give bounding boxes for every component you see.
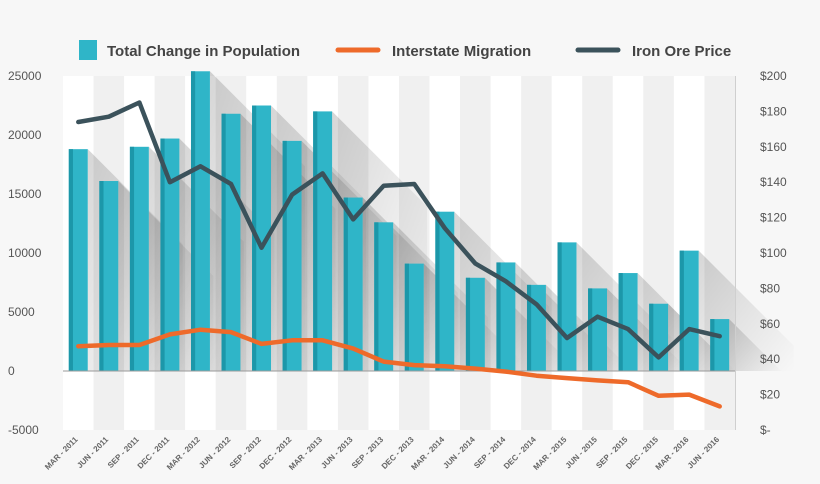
bar-population-edge	[710, 319, 715, 371]
iron-ore-price-line	[76, 100, 722, 360]
x-tick-label: MAR - 2014	[409, 435, 446, 472]
bar-population-edge	[435, 211, 440, 371]
bar-population-edge	[679, 250, 684, 371]
y-right-tick-label: $140	[760, 175, 787, 189]
bar-population	[588, 288, 608, 371]
x-tick-label: JUN - 2015	[564, 435, 600, 471]
bar-population	[465, 277, 485, 371]
bar-shadow	[729, 319, 784, 374]
bar-population	[129, 146, 149, 371]
interstate-migration-line	[76, 327, 722, 409]
bar-population-edge	[588, 288, 593, 371]
bar-population	[496, 262, 516, 371]
y-left-tick-label: -5000	[8, 423, 39, 437]
legend-swatch-population	[79, 40, 97, 60]
y-right-tick-label: $100	[760, 246, 787, 260]
x-tick-label: MAR - 2011	[43, 435, 80, 472]
y-right-tick-label: $60	[760, 317, 780, 331]
y-right-tick-label: $200	[760, 69, 787, 83]
x-tick-label: JUN - 2012	[197, 435, 233, 471]
bar-population	[374, 222, 394, 371]
bar-population	[343, 197, 363, 371]
y-left-tick-label: 0	[8, 364, 15, 378]
x-tick-label: JUN - 2014	[441, 435, 477, 471]
bar-population	[557, 242, 577, 371]
bar-population-edge	[190, 71, 196, 371]
x-tick-label: JUN - 2013	[319, 435, 355, 471]
bar-population	[68, 149, 88, 371]
column-band	[704, 76, 735, 430]
bar-population-edge	[526, 284, 532, 371]
bar-population-edge	[252, 105, 257, 371]
y-left-tick-label: 20000	[8, 128, 42, 142]
y-right-tick-label: $160	[760, 140, 787, 154]
bar-population-edge	[496, 262, 501, 371]
bar-population	[710, 319, 730, 371]
y-right-tick-label: $-	[760, 423, 771, 437]
bar-population-edge	[374, 222, 379, 371]
y-right-tick-label: $120	[760, 211, 787, 225]
column-band	[643, 76, 674, 430]
bar-population-edge	[99, 181, 104, 371]
bar-population	[404, 263, 424, 371]
bar-population	[618, 273, 638, 371]
y-left-tick-label: 15000	[8, 187, 42, 201]
bar-population-edge	[313, 111, 318, 372]
legend-label-migration: Interstate Migration	[392, 43, 531, 60]
y-right-tick-label: $40	[760, 352, 780, 366]
bar-population-edge	[465, 277, 471, 371]
bar-population-edge	[343, 197, 348, 371]
bar-population-edge	[160, 138, 165, 371]
y-right-tick-label: $180	[760, 104, 787, 118]
bar-population-edge	[649, 303, 654, 371]
column-band	[612, 76, 644, 430]
y-left-tick-label: 25000	[8, 69, 42, 83]
x-tick-label: MAR - 2012	[165, 435, 202, 472]
y-right-tick-label: $20	[760, 388, 780, 402]
x-tick-label: MAR - 2013	[287, 435, 324, 472]
bar-population	[160, 138, 180, 371]
y-right-tick-label: $80	[760, 281, 780, 295]
x-tick-label: JUN - 2011	[75, 435, 110, 470]
bar-population-edge	[404, 263, 409, 371]
bar-population-edge	[129, 146, 135, 371]
x-tick-label: JUN - 2016	[686, 435, 722, 471]
bar-population	[190, 71, 210, 371]
bar-population	[679, 250, 699, 371]
bar-population-edge	[557, 242, 562, 371]
bar-population	[221, 113, 241, 371]
y-left-tick-label: 10000	[8, 246, 42, 260]
bar-population	[435, 211, 455, 371]
bar-population-edge	[618, 273, 623, 371]
bar-population-edge	[68, 149, 73, 371]
legend-label-iron-ore: Iron Ore Price	[632, 43, 731, 60]
bar-population-edge	[221, 113, 226, 371]
x-tick-label: MAR - 2015	[532, 435, 569, 472]
legend-label-population: Total Change in Population	[107, 43, 300, 60]
bar-population	[99, 181, 119, 371]
legend: Total Change in Population Interstate Mi…	[79, 40, 731, 60]
bar-population-edge	[282, 140, 287, 371]
y-left-tick-label: 5000	[8, 305, 35, 319]
bar-population	[252, 105, 272, 371]
x-tick-label: MAR - 2016	[654, 435, 691, 472]
